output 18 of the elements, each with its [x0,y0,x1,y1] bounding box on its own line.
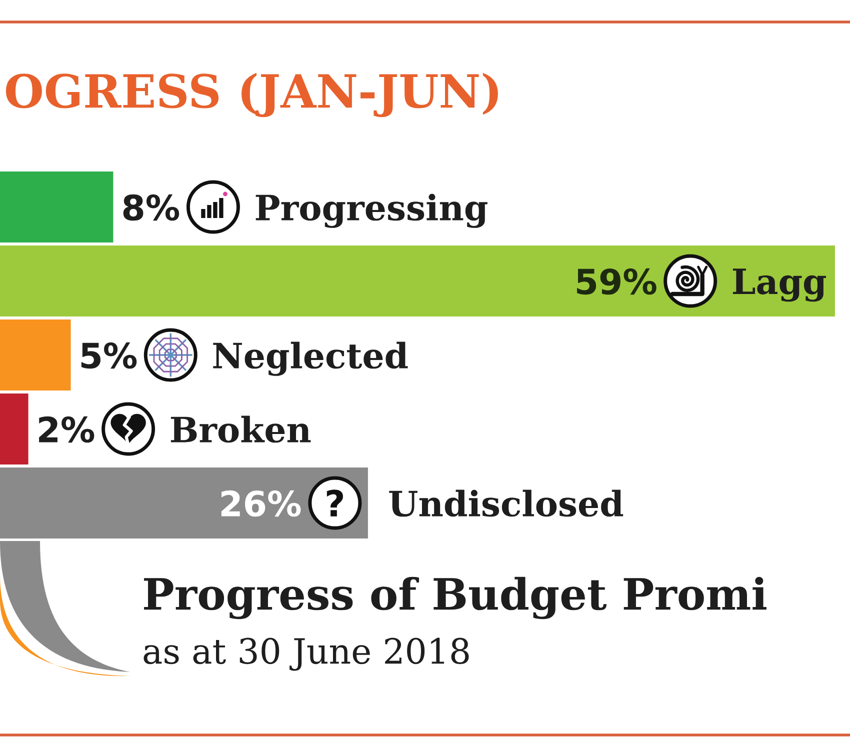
data-label: 2% [39,416,94,443]
data-label: 26% [221,490,301,517]
data-label: 8% [123,194,180,221]
data-label: 5% [81,342,137,369]
y-tick-label: Neglected [213,342,408,376]
y-tick-label: Lagg [732,268,826,302]
y-tick-label: Progressing [256,194,488,228]
y-tick-label: Broken [170,416,311,443]
bar [0,467,368,539]
chart-title: OGRESS (JAN-JUN) [6,72,498,118]
text: Progress of Budget Promi [144,576,766,620]
bar [0,319,71,391]
text: as at 30 June 2018 [144,638,469,671]
y-tick-label: Undisclosed [389,490,624,517]
bar [0,245,835,317]
bar [0,393,28,465]
bar [0,171,114,243]
data-label: 59% [577,268,656,295]
